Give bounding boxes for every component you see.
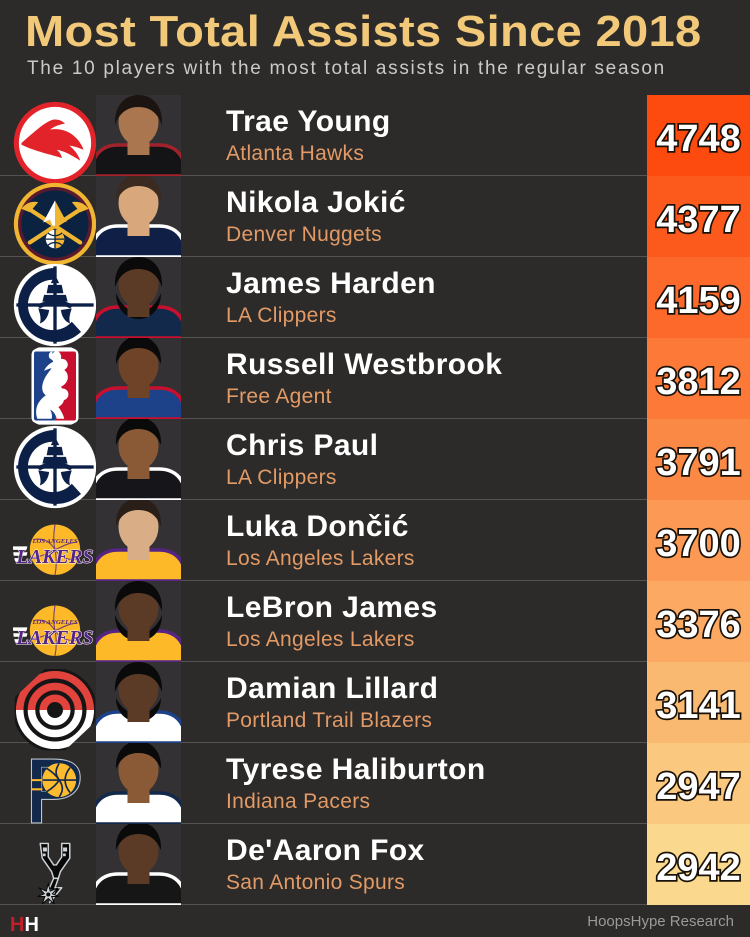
svg-text:LAKERS: LAKERS <box>15 546 93 568</box>
svg-text:LOS ANGELES: LOS ANGELES <box>31 538 77 545</box>
svg-text:LAKERS: LAKERS <box>15 627 93 649</box>
svg-text:LOS ANGELES: LOS ANGELES <box>31 619 77 626</box>
